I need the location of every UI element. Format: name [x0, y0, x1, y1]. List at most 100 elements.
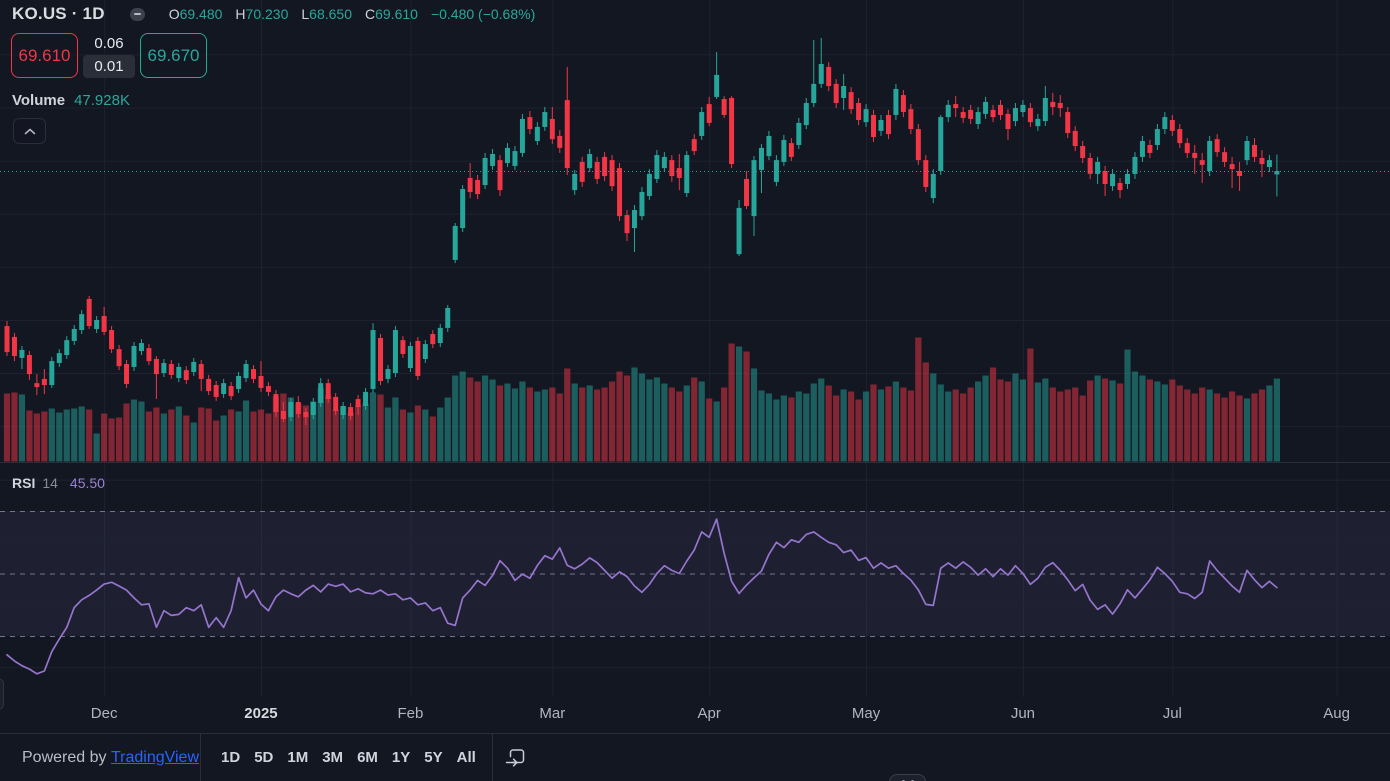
volume-bar [556, 393, 563, 462]
volume-bar [661, 383, 668, 462]
candle-body [243, 364, 249, 379]
volume-bar [1154, 381, 1161, 462]
volume-bar [123, 403, 130, 462]
volume-bar [347, 412, 354, 462]
volume-bar [1116, 383, 1124, 462]
volume-bar [765, 393, 773, 462]
candle-body [1005, 113, 1011, 130]
candle-body [1214, 139, 1220, 153]
close-value: 69.610 [375, 6, 418, 22]
volume-bar [198, 407, 205, 462]
candle-body [482, 157, 488, 186]
volume-bar [71, 408, 78, 462]
range-button-6M[interactable]: 6M [357, 743, 378, 772]
volume-bar [1087, 380, 1094, 462]
time-axis[interactable]: Dec 2025 Feb Mar Apr May Jun Jul Aug [0, 702, 1390, 728]
candle-body [392, 330, 398, 374]
candle-body [4, 326, 10, 353]
sell-price-button[interactable]: 69.610 [11, 33, 78, 78]
candle-body [811, 83, 817, 104]
candle-body [542, 112, 548, 127]
minus-icon [133, 13, 141, 15]
candle-body [1199, 160, 1205, 165]
candle-body [564, 100, 570, 169]
range-button-1M[interactable]: 1M [287, 743, 308, 772]
volume-bar [721, 387, 728, 462]
price-chart-canvas[interactable] [0, 0, 1390, 733]
time-tick-Feb: Feb [397, 705, 424, 722]
volume-bar [1214, 393, 1221, 462]
candle-body [258, 375, 264, 388]
volume-bar [1266, 385, 1273, 462]
volume-bar [1258, 389, 1266, 462]
volume-bar [250, 411, 257, 462]
candle-body [1177, 129, 1183, 144]
range-button-1Y[interactable]: 1Y [392, 743, 410, 772]
volume-bar [668, 387, 675, 462]
candle-body [841, 86, 847, 98]
candle-body [1266, 160, 1272, 168]
candle-body [639, 191, 645, 217]
volume-bar [825, 385, 832, 462]
range-button-5Y[interactable]: 5Y [424, 743, 442, 772]
candle-body [497, 160, 503, 191]
range-button-1D[interactable]: 1D [221, 743, 240, 772]
candle-body [1102, 170, 1108, 184]
volume-bar [803, 393, 810, 462]
date-ranges: 1D 5D 1M 3M 6M 1Y 5Y All [214, 743, 483, 772]
candle-body [1139, 140, 1145, 157]
time-tick-May: May [851, 705, 881, 722]
volume-bar [788, 397, 795, 462]
candle-body [303, 412, 309, 418]
candle-body [370, 330, 376, 389]
candle-body [213, 385, 219, 397]
volume-bar [653, 377, 660, 462]
legend-more-button[interactable] [129, 7, 145, 21]
bottom-peek-button[interactable] [889, 774, 926, 781]
volume-bar [631, 367, 638, 462]
candle-body [908, 109, 914, 130]
volume-bar [960, 393, 967, 462]
candle-body [1095, 161, 1101, 174]
volume-bar [564, 368, 571, 462]
volume-bar [549, 387, 556, 462]
candle-body [826, 66, 832, 87]
candle-body [385, 369, 391, 379]
chevron-up-icon [24, 128, 35, 134]
range-button-3M[interactable]: 3M [322, 743, 343, 772]
candle-body [803, 103, 809, 126]
candle-body [557, 135, 563, 148]
range-button-All[interactable]: All [457, 743, 476, 772]
volume-bar [646, 379, 653, 462]
candle-body [1012, 108, 1018, 122]
candle-body [19, 349, 25, 358]
volume-label: Volume [12, 92, 66, 109]
volume-bar [728, 343, 735, 462]
volume-bar [1101, 378, 1109, 462]
candle-body [71, 328, 77, 341]
range-button-5D[interactable]: 5D [254, 743, 273, 772]
pane-resize-handle[interactable] [0, 678, 4, 710]
volume-bar [967, 387, 974, 462]
candle-body [893, 88, 899, 115]
volume-bar [392, 397, 399, 462]
date-range-picker-button[interactable] [502, 744, 529, 771]
volume-bar [743, 351, 750, 462]
volume-bar [579, 387, 586, 462]
tradingview-link[interactable]: TradingView [110, 748, 199, 766]
buy-price-button[interactable]: 69.670 [140, 33, 207, 78]
volume-bar [594, 389, 601, 462]
change-value: −0.480 (−0.68%) [430, 6, 536, 22]
candle-body [1042, 97, 1048, 122]
volume-bar [833, 395, 840, 462]
candle-body [1259, 157, 1265, 165]
volume-bar [1199, 387, 1206, 462]
legend-open-group: O69.480 [169, 6, 223, 22]
volume-bar [698, 381, 705, 462]
candle-body [430, 334, 436, 345]
volume-bar [444, 397, 451, 462]
high-label: H [235, 6, 246, 22]
collapse-pane-button[interactable] [13, 118, 46, 144]
candle-body [452, 225, 458, 260]
volume-bar [257, 409, 265, 462]
